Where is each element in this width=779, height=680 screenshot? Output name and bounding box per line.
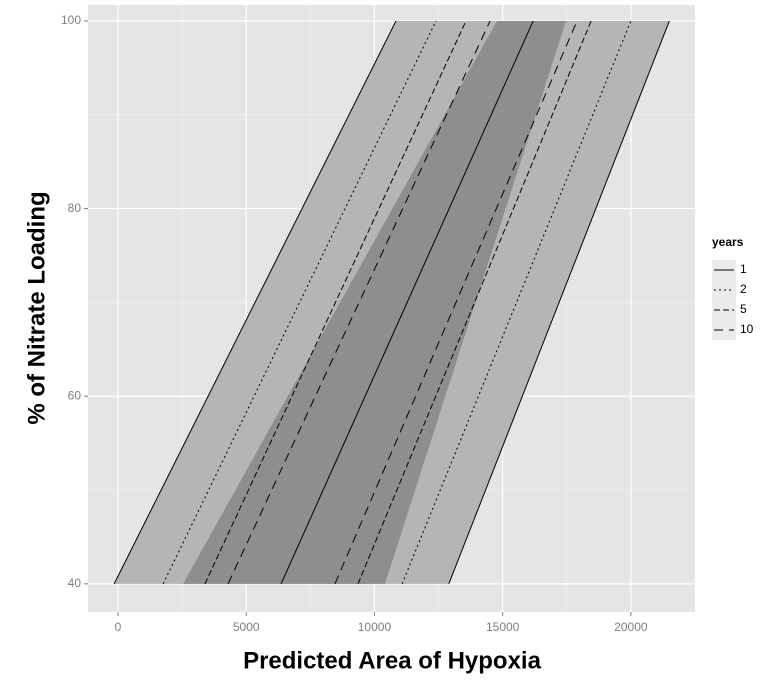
band-edge	[448, 20, 670, 585]
band-edge	[113, 20, 397, 585]
y-axis-title: % of Nitrate Loading	[23, 191, 50, 424]
y-tick-label: 40	[68, 576, 82, 590]
line	[204, 20, 467, 585]
y-tick-label: 80	[68, 201, 82, 215]
legend-label: 2	[740, 282, 747, 296]
x-tick-label: 10000	[358, 620, 392, 634]
x-tick-label: 20000	[614, 620, 648, 634]
line	[334, 20, 578, 585]
x-tick-label: 5000	[233, 620, 260, 634]
legend-label: 1	[740, 262, 747, 276]
line	[357, 20, 592, 585]
legend-title: years	[712, 235, 744, 249]
legend-key	[712, 320, 736, 340]
x-tick-label: 0	[115, 620, 122, 634]
legend-label: 5	[740, 302, 747, 316]
y-tick-label: 60	[68, 388, 82, 402]
line	[401, 20, 632, 585]
legend-label: 10	[740, 322, 754, 336]
line	[227, 20, 491, 585]
x-tick-label: 15000	[486, 620, 520, 634]
y-tick-label: 100	[61, 13, 81, 27]
x-axis-title: Predicted Area of Hypoxia	[243, 647, 542, 674]
line	[162, 20, 437, 585]
line	[280, 20, 534, 585]
